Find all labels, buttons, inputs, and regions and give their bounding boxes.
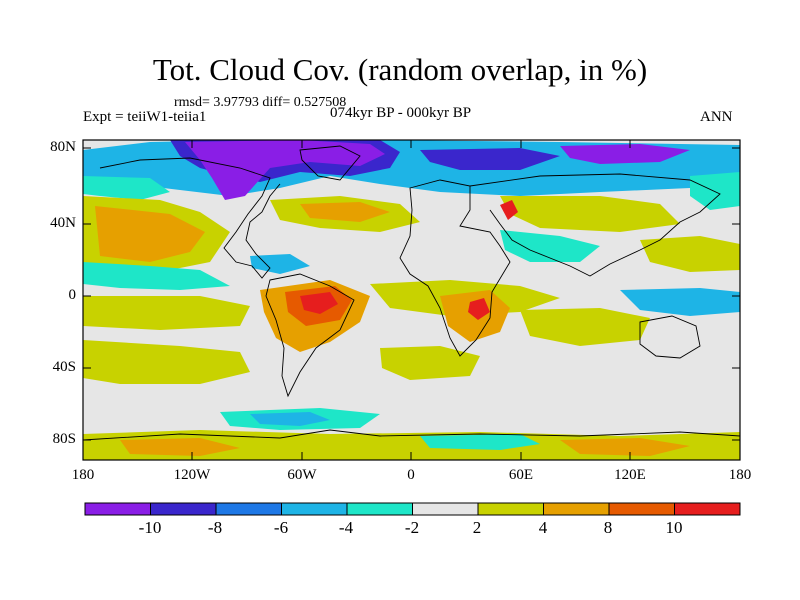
antarctic-positive [83, 430, 740, 460]
lat-tick-0: 0 [68, 287, 77, 303]
far-east-cyan [690, 172, 740, 210]
colorbar-label-minus10: -10 [138, 518, 162, 537]
tropical-pacific-positive [83, 296, 250, 330]
experiment-label: Expt = teiiW1-teiia1 [83, 109, 207, 125]
north-atlantic-orange [300, 202, 390, 222]
east-arctic-blue [420, 148, 560, 170]
colorbar [84, 502, 741, 516]
lon-tick-120w: 120W [173, 467, 211, 483]
axis-ticks [83, 140, 740, 460]
lon-tick-0: 0 [407, 467, 415, 483]
antarctica-outline [83, 429, 740, 441]
colorbar-box-1 [150, 502, 217, 516]
lat-tick-40s: 40S [52, 359, 76, 375]
colorbar-label-4: 4 [538, 518, 548, 537]
north-pacific-orange [95, 206, 205, 262]
asia-positive [500, 196, 680, 232]
lon-tick-60e: 60E [508, 467, 534, 483]
south-america-outline [265, 273, 355, 398]
colorbar-box-2 [215, 502, 282, 516]
lat-tick-80s: 80S [52, 431, 76, 447]
lon-tick-180w: 180 [71, 467, 95, 483]
arctic-purple-core [185, 140, 385, 200]
south-pacific-positive [83, 340, 250, 384]
plot-title: Tot. Cloud Cov. (random overlap, in %) [152, 52, 648, 87]
season-label: ANN [700, 109, 733, 125]
europe-africa-outline [399, 179, 511, 357]
caribbean-negative [250, 254, 310, 274]
south-atlantic-positive [380, 346, 480, 380]
asia-red-spot [500, 200, 518, 220]
asia-outline [469, 173, 721, 277]
colorbar-label-minus6: -6 [273, 518, 289, 537]
lon-tick-180e: 180 [728, 467, 752, 483]
colorbar-box-6 [477, 502, 544, 516]
lon-tick-60w: 60W [287, 467, 317, 483]
amazon-red [300, 292, 338, 314]
colorbar-label-10: 10 [665, 518, 683, 537]
australia-outline [639, 315, 701, 359]
east-arctic-purple [560, 144, 690, 164]
colorbar-box-7 [543, 502, 610, 516]
north-america-outline [99, 157, 281, 279]
antarctic-orange [120, 438, 240, 456]
lat-tick-80n: 80N [50, 139, 76, 155]
colorbar-box-4 [346, 502, 413, 516]
west-pacific-negative [620, 288, 740, 316]
stats-text: rmsd= 3.97793 diff= 0.527508 [174, 95, 347, 110]
colorbar-label-2: 2 [472, 518, 482, 537]
colorbar-label-minus2: -2 [404, 518, 420, 537]
antarctic-cyan [420, 434, 540, 450]
colorbar-box-0 [84, 502, 151, 516]
colorbar-label-minus4: -4 [338, 518, 354, 537]
colorbar-label-8: 8 [603, 518, 613, 537]
southern-ocean-blue [250, 412, 330, 426]
colorbar-label-minus8: -8 [207, 518, 223, 537]
asian-monsoon-negative [500, 230, 600, 262]
west-arctic-cyan [83, 176, 170, 200]
africa-red-spot [468, 298, 490, 320]
colorbar-box-8 [608, 502, 675, 516]
colorbar-box-5 [412, 502, 479, 516]
antarctic-east-orange [560, 438, 690, 456]
cloud-anomaly-field [83, 140, 740, 460]
period-label: 074kyr BP - 000kyr BP [330, 105, 472, 121]
colorbar-box-3 [281, 502, 348, 516]
west-pacific-positive [640, 236, 740, 272]
pacific-subtropical-negative [83, 262, 230, 290]
lon-tick-120e: 120E [614, 467, 646, 483]
lat-tick-40n: 40N [50, 215, 76, 231]
colorbar-box-9 [674, 502, 741, 516]
indian-ocean-positive [520, 308, 650, 346]
coastlines [83, 145, 740, 441]
greenland-outline [299, 145, 361, 181]
